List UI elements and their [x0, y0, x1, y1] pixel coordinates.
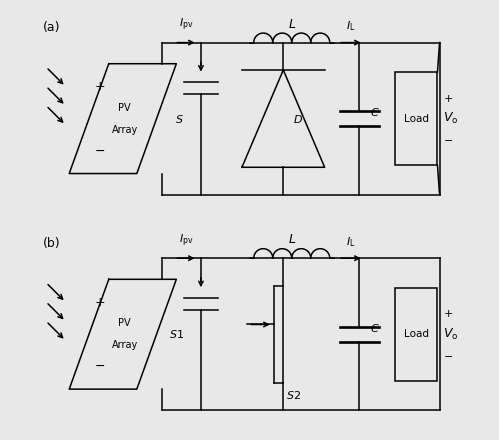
Text: $L$: $L$	[287, 18, 296, 31]
Text: $I_{\rm pv}$: $I_{\rm pv}$	[179, 17, 194, 33]
Text: $I_{\rm L}$: $I_{\rm L}$	[346, 235, 356, 249]
Text: $I_{\rm L}$: $I_{\rm L}$	[346, 19, 356, 33]
Text: $I_{\rm pv}$: $I_{\rm pv}$	[179, 232, 194, 249]
Text: $-$: $-$	[94, 359, 105, 372]
Text: $S2$: $S2$	[286, 389, 301, 401]
Text: PV: PV	[118, 103, 131, 113]
Text: $S1$: $S1$	[169, 328, 184, 340]
Text: $+$: $+$	[443, 308, 453, 319]
Text: $-$: $-$	[443, 134, 453, 144]
Text: $+$: $+$	[443, 93, 453, 104]
Text: $V_{\rm o}$: $V_{\rm o}$	[443, 326, 459, 342]
Text: $C$: $C$	[370, 106, 380, 118]
Text: $V_{\rm o}$: $V_{\rm o}$	[443, 111, 459, 126]
Text: (a): (a)	[42, 22, 60, 34]
Text: (b): (b)	[42, 237, 60, 250]
Text: $-$: $-$	[443, 350, 453, 359]
Text: $S$: $S$	[175, 113, 184, 125]
Text: Load: Load	[404, 114, 429, 124]
Text: Load: Load	[404, 329, 429, 339]
Text: $D$: $D$	[292, 113, 302, 125]
Text: $L$: $L$	[287, 233, 296, 246]
Text: Array: Array	[112, 340, 138, 350]
Text: $C$: $C$	[370, 322, 380, 334]
Text: PV: PV	[118, 318, 131, 328]
Bar	[395, 72, 438, 165]
Text: $+$: $+$	[94, 296, 105, 309]
Text: $-$: $-$	[94, 144, 105, 157]
Bar	[395, 288, 438, 381]
Text: $+$: $+$	[94, 81, 105, 93]
Text: Array: Array	[112, 125, 138, 135]
